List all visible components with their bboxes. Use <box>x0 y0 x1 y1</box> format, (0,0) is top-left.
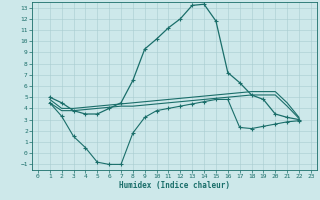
X-axis label: Humidex (Indice chaleur): Humidex (Indice chaleur) <box>119 181 230 190</box>
